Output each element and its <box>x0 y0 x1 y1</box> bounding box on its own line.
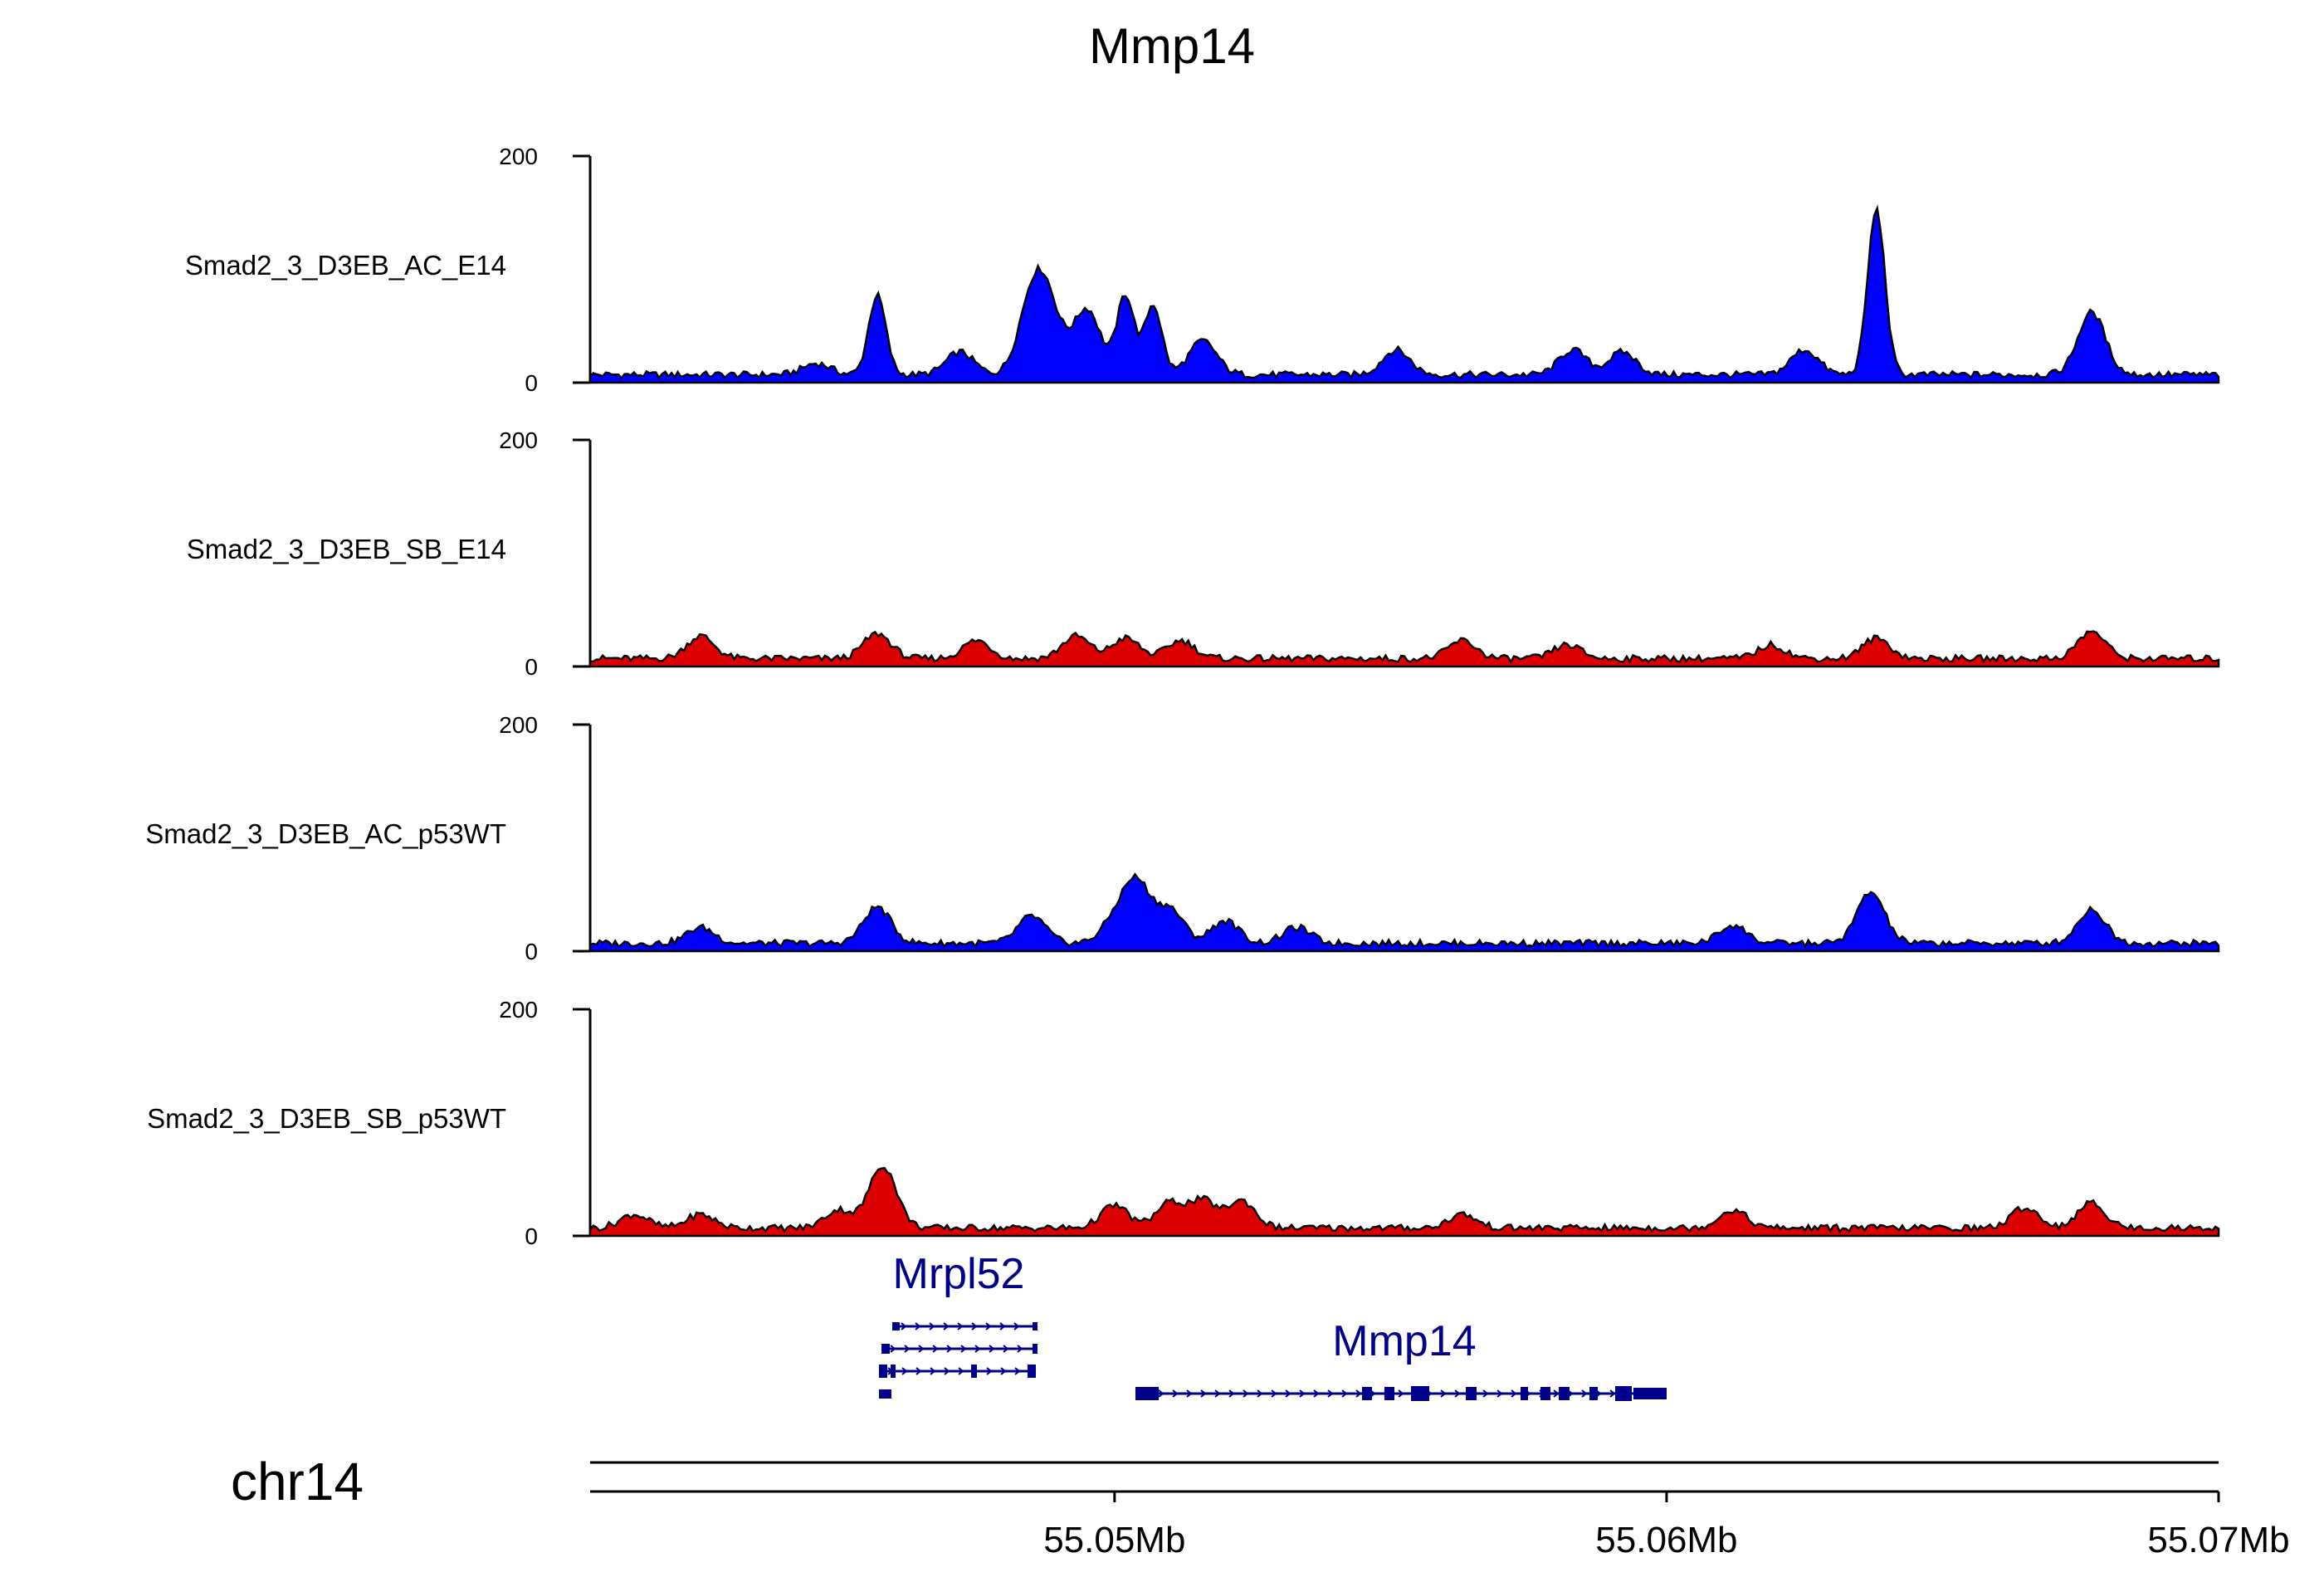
coverage-area <box>588 630 2220 668</box>
x-tick-label-1: 55.06Mb <box>1595 1520 1737 1560</box>
coverage-area <box>588 204 2220 384</box>
track-label: Smad2_3_D3EB_SB_E14 <box>187 534 506 564</box>
coverage-area <box>588 872 2220 953</box>
track-label: Smad2_3_D3EB_AC_E14 <box>185 250 506 281</box>
chromosome-label: chr14 <box>231 1452 364 1511</box>
track-label: Smad2_3_D3EB_SB_p53WT <box>147 1103 506 1134</box>
mrpl52-transcript-1 <box>892 1322 1038 1330</box>
mrpl52-transcript-2 <box>881 1344 1038 1354</box>
track-y-tick-label: 0 <box>525 370 538 396</box>
track-y-tick-label: 0 <box>525 654 538 680</box>
mmp14-transcript <box>1135 1386 1667 1401</box>
track-y-tick-label: 200 <box>499 712 538 738</box>
gene-label-mrpl52: Mrpl52 <box>893 1250 1025 1298</box>
track-3: 0 200 Smad2_3_D3EB_AC_p53WT <box>145 712 2220 964</box>
x-tick-label-2: 55.07Mb <box>2147 1520 2289 1560</box>
track-y-tick-label: 200 <box>499 997 538 1023</box>
track-4: 0 200 Smad2_3_D3EB_SB_p53WT <box>147 997 2220 1249</box>
track-1: 0 200 Smad2_3_D3EB_AC_E14 <box>185 144 2220 396</box>
chart-title: Mmp14 <box>1089 18 1255 74</box>
track-y-tick-label: 0 <box>525 939 538 964</box>
coverage-area <box>588 1167 2220 1238</box>
track-y-tick-label: 0 <box>525 1223 538 1249</box>
gene-label-mmp14: Mmp14 <box>1332 1317 1476 1365</box>
x-tick-label-0: 55.05Mb <box>1043 1520 1185 1560</box>
track-y-tick-label: 200 <box>499 427 538 453</box>
track-label: Smad2_3_D3EB_AC_p53WT <box>145 818 506 849</box>
mrpl52-transcript-4 <box>879 1389 891 1399</box>
chromosome-axis: chr14 55.05Mb 55.06Mb 55.07Mb <box>231 1452 2290 1560</box>
coverage-tracks: 0 200 Smad2_3_D3EB_AC_E14 0 200 Smad2_3_D3EB_… <box>145 144 2220 1249</box>
mrpl52-transcript-3 <box>879 1365 1036 1378</box>
track-y-tick-label: 200 <box>499 144 538 169</box>
track-2: 0 200 Smad2_3_D3EB_SB_E14 <box>187 427 2220 680</box>
gene-annotation-track: Mrpl52 Mmp14 <box>879 1250 1667 1401</box>
